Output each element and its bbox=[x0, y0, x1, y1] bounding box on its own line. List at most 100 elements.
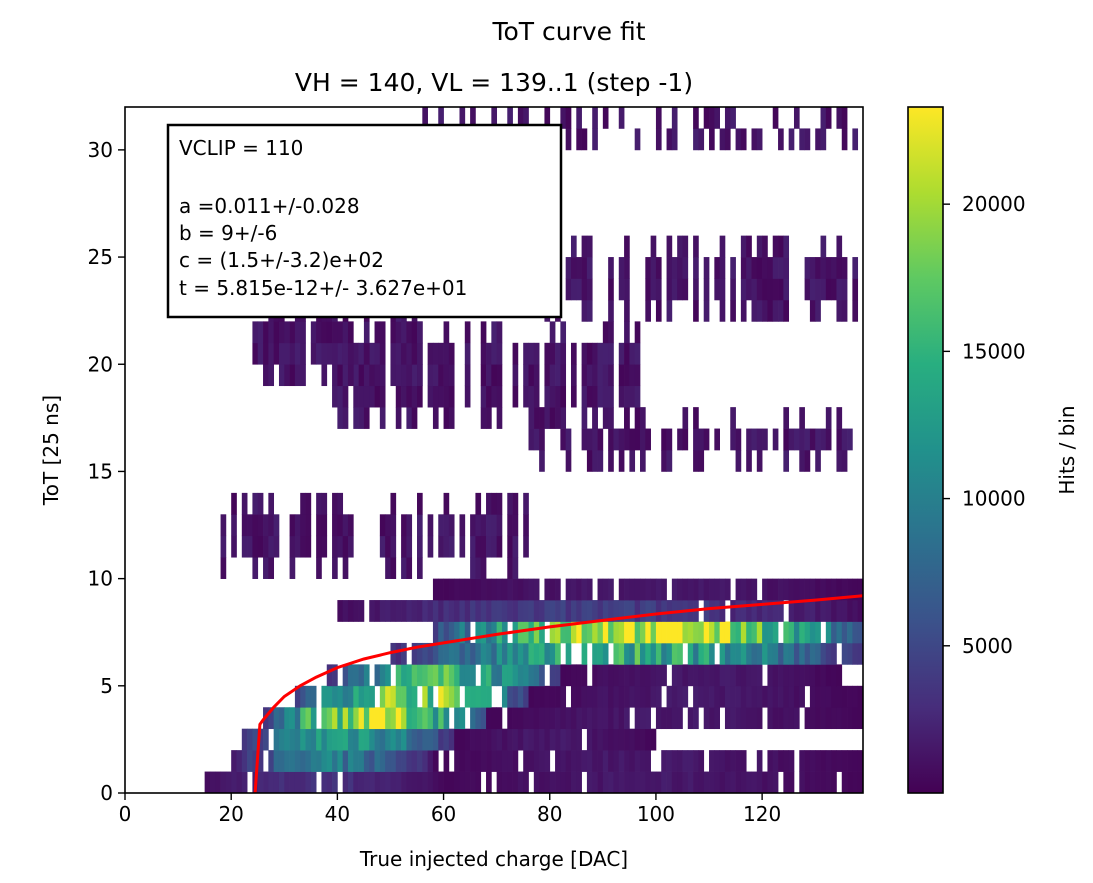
heatmap-cell bbox=[411, 642, 418, 665]
heatmap-cell bbox=[480, 321, 487, 344]
heatmap-cell bbox=[432, 407, 439, 429]
heatmap-cell bbox=[247, 750, 253, 772]
heatmap-cell bbox=[597, 707, 604, 730]
heatmap-cell bbox=[385, 707, 391, 730]
heatmap-cell bbox=[719, 771, 726, 793]
heatmap-cell bbox=[342, 685, 349, 708]
heatmap-cell bbox=[719, 257, 726, 279]
heatmap-cell bbox=[629, 771, 636, 793]
heatmap-cell bbox=[252, 492, 259, 515]
heatmap-cell bbox=[268, 535, 275, 558]
heatmap-cell bbox=[772, 107, 779, 129]
heatmap-cell bbox=[852, 642, 859, 665]
heatmap-cell bbox=[374, 342, 381, 365]
heatmap-cell bbox=[682, 578, 689, 601]
heatmap-cell bbox=[347, 707, 354, 730]
heatmap-cell bbox=[491, 364, 498, 387]
heatmap-cell bbox=[528, 707, 535, 730]
heatmap-cell bbox=[448, 771, 455, 793]
heatmap-cell bbox=[411, 364, 418, 387]
heatmap-cell bbox=[640, 407, 646, 429]
heatmap-cell bbox=[332, 728, 338, 751]
heatmap-cell bbox=[778, 664, 784, 687]
heatmap-cell bbox=[417, 664, 423, 687]
heatmap-cell bbox=[310, 685, 317, 708]
heatmap-cell bbox=[491, 514, 498, 537]
heatmap-cell bbox=[342, 385, 349, 408]
heatmap-cell bbox=[703, 664, 710, 687]
heatmap-cell bbox=[443, 321, 450, 344]
heatmap-cell bbox=[417, 750, 423, 772]
heatmap-cell bbox=[772, 771, 779, 793]
heatmap-cell bbox=[470, 685, 476, 708]
heatmap-cell bbox=[491, 385, 498, 408]
heatmap-cell bbox=[342, 707, 349, 730]
heatmap-cell bbox=[528, 407, 535, 429]
heatmap-cell bbox=[475, 728, 482, 751]
heatmap-cell bbox=[252, 728, 259, 751]
heatmap-cell bbox=[756, 664, 763, 687]
heatmap-cell bbox=[363, 707, 370, 730]
heatmap-cell bbox=[597, 364, 604, 387]
heatmap-cell bbox=[608, 385, 614, 408]
heatmap-cell bbox=[347, 364, 354, 387]
heatmap-cell bbox=[252, 557, 259, 579]
heatmap-cell bbox=[528, 750, 535, 772]
heatmap-cell bbox=[533, 707, 540, 730]
heatmap-cell bbox=[624, 728, 630, 751]
heatmap-cell bbox=[379, 750, 386, 772]
heatmap-cell bbox=[756, 278, 763, 301]
heatmap-cell bbox=[756, 685, 763, 708]
heatmap-cell bbox=[533, 600, 540, 622]
heatmap-cell bbox=[608, 621, 614, 644]
heatmap-cell bbox=[454, 642, 460, 665]
heatmap-cell bbox=[634, 664, 641, 687]
heatmap-cell bbox=[432, 621, 439, 644]
heatmap-cell bbox=[310, 321, 317, 344]
heatmap-cell bbox=[693, 278, 699, 301]
heatmap-cell bbox=[470, 728, 476, 751]
heatmap-cell bbox=[756, 128, 763, 151]
heatmap-cell bbox=[347, 771, 354, 793]
heatmap-cell bbox=[804, 642, 811, 665]
heatmap-cell bbox=[650, 642, 657, 665]
heatmap-cell bbox=[762, 257, 768, 279]
heatmap-cell bbox=[459, 664, 466, 687]
heatmap-cell bbox=[491, 621, 498, 644]
heatmap-cell bbox=[294, 771, 301, 793]
heatmap-cell bbox=[629, 685, 636, 708]
heatmap-cell bbox=[772, 621, 779, 644]
heatmap-cell bbox=[385, 750, 391, 772]
heatmap-cell bbox=[804, 664, 811, 687]
heatmap-cell bbox=[507, 492, 513, 515]
heatmap-cell bbox=[507, 750, 513, 772]
heatmap-cell bbox=[793, 685, 800, 708]
heatmap-cell bbox=[432, 600, 439, 622]
colorbar-tick-label: 15000 bbox=[962, 339, 1026, 363]
heatmap-cell bbox=[549, 642, 556, 665]
heatmap-cell bbox=[374, 600, 381, 622]
heatmap-cell bbox=[454, 664, 460, 687]
heatmap-cell bbox=[369, 728, 375, 751]
heatmap-cell bbox=[438, 707, 444, 730]
heatmap-cell bbox=[417, 642, 423, 665]
heatmap-cell bbox=[555, 600, 561, 622]
heatmap-cell bbox=[491, 107, 498, 129]
heatmap-cell bbox=[698, 621, 705, 644]
heatmap-cell bbox=[236, 771, 243, 793]
heatmap-cell bbox=[294, 750, 301, 772]
heatmap-cell bbox=[640, 450, 646, 472]
heatmap-cell bbox=[363, 364, 370, 387]
heatmap-cell bbox=[592, 664, 598, 687]
heatmap-cell bbox=[783, 642, 790, 665]
heatmap-cell bbox=[517, 707, 524, 730]
heatmap-cell bbox=[501, 578, 508, 601]
heatmap-cell bbox=[544, 600, 551, 622]
heatmap-cell bbox=[395, 364, 402, 387]
heatmap-cell bbox=[847, 621, 853, 644]
heatmap-cell bbox=[332, 492, 338, 515]
heatmap-cell bbox=[767, 664, 774, 687]
heatmap-cell bbox=[783, 278, 790, 301]
heatmap-cell bbox=[693, 257, 699, 279]
heatmap-cell bbox=[751, 664, 758, 687]
